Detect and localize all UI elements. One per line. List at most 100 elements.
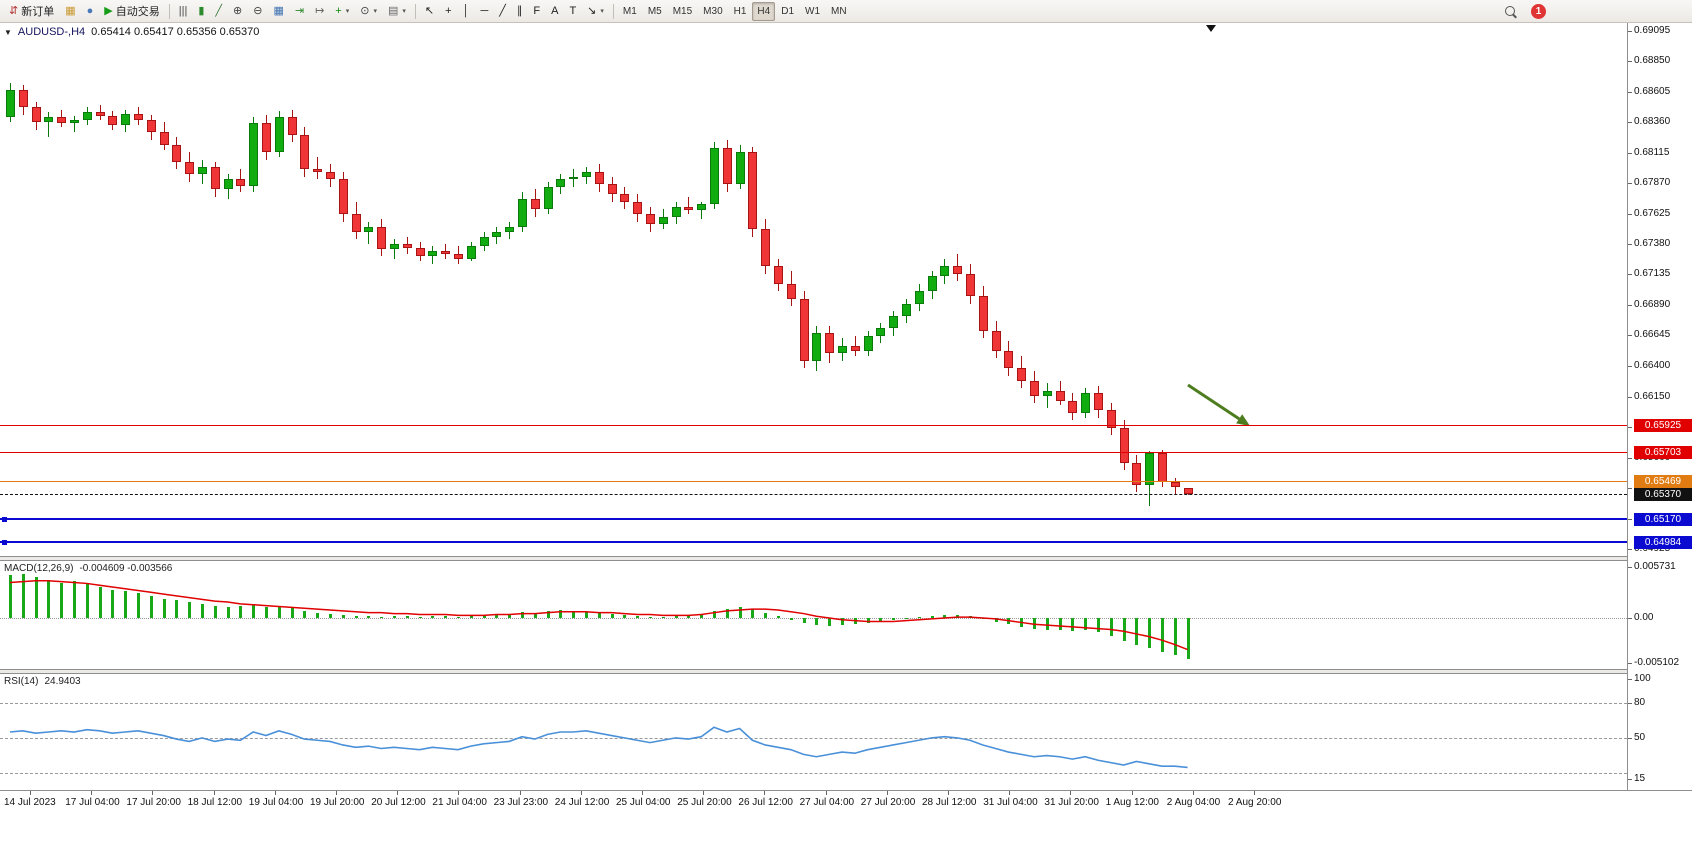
price-tick-label: 0.66645 xyxy=(1634,329,1671,341)
symbol-dropdown-icon[interactable]: ▼ xyxy=(4,27,12,37)
line-chart-icon: ╱ xyxy=(215,4,223,17)
fibonacci-button[interactable]: F xyxy=(528,2,545,21)
price-tick-mark xyxy=(1628,488,1632,490)
chart-shift-marker[interactable] xyxy=(1206,25,1216,32)
horizontal-line-object[interactable] xyxy=(0,493,1627,495)
candles-button[interactable]: ▮ xyxy=(193,2,209,21)
macd-histogram-bar xyxy=(341,615,345,618)
candle-body xyxy=(1145,452,1155,485)
macd-histogram-bar xyxy=(917,617,921,618)
horizontal-line-object[interactable] xyxy=(0,481,1627,483)
macd-histogram-bar xyxy=(495,614,499,618)
timeframe-m1[interactable]: M1 xyxy=(618,2,642,21)
macd-histogram-bar xyxy=(879,618,883,622)
text-icon: A xyxy=(551,4,559,17)
timeframe-m30[interactable]: M30 xyxy=(698,2,727,21)
time-axis-tick xyxy=(764,791,766,795)
tile-windows-button[interactable]: ▦ xyxy=(268,2,288,21)
chart-shift-icon: ↦ xyxy=(315,4,325,17)
horizontal-line-object[interactable] xyxy=(0,452,1627,454)
candle-body xyxy=(172,144,182,162)
rsi-pane[interactable]: RSI(14) 24.9403 xyxy=(0,674,1627,790)
templates-button[interactable]: ▤ ▾ xyxy=(383,2,411,21)
macd-histogram-bar xyxy=(853,618,857,625)
time-axis[interactable]: 14 Jul 2023 17 Jul 04:00 17 Jul 20:00 18 Ju… xyxy=(0,790,1692,812)
zoom-in-button[interactable]: ⊕ xyxy=(228,2,247,21)
timeframe-w1[interactable]: W1 xyxy=(800,2,825,21)
indicators-button[interactable]: + ▾ xyxy=(330,2,354,21)
pane-splitter[interactable] xyxy=(0,556,1692,561)
notification-badge[interactable]: 1 xyxy=(1531,4,1546,19)
candle-body xyxy=(838,345,847,354)
candle-body xyxy=(1158,452,1167,483)
search-icon[interactable] xyxy=(1505,5,1517,18)
price-tick-mark xyxy=(1628,427,1632,429)
horizontal-line-button[interactable]: ─ xyxy=(475,2,493,21)
chart-window-button[interactable]: ▦ xyxy=(60,2,80,21)
price-scale[interactable]: 0.69095 0.68850 0.68605 0.68360 0.68115 0.678… xyxy=(1627,23,1692,790)
profiles-button[interactable]: ● xyxy=(82,2,99,21)
candle-body xyxy=(377,226,387,249)
zoom-out-button[interactable]: ⊖ xyxy=(248,2,267,21)
label-button[interactable]: T xyxy=(564,2,581,21)
candle-body xyxy=(710,148,719,205)
price-tick-mark xyxy=(1628,335,1632,337)
vertical-line-button[interactable]: │ xyxy=(458,2,475,21)
timeframe-h1[interactable]: H1 xyxy=(729,2,752,21)
timeframe-d1[interactable]: D1 xyxy=(776,2,799,21)
line-chart-button[interactable]: ╱ xyxy=(210,2,227,21)
price-tag: 0.65925 xyxy=(1634,418,1692,432)
macd-histogram-bar xyxy=(316,612,320,618)
auto-scroll-button[interactable]: ⇥ xyxy=(290,2,309,21)
rsi-indicator-label: RSI(14) 24.9403 xyxy=(4,676,81,687)
timeframe-m5[interactable]: M5 xyxy=(643,2,667,21)
tools-group: ↖ + │ ─ ╱ ∥ F A T ↘ ▾ xyxy=(420,2,609,21)
time-axis-label: 2 Aug 20:00 xyxy=(1228,797,1282,808)
chart-shift-button[interactable]: ↦ xyxy=(310,2,329,21)
rsi-tick-mark xyxy=(1628,779,1632,781)
bars-button[interactable]: ||| xyxy=(174,2,193,21)
candle-body xyxy=(594,171,604,185)
candle-body xyxy=(415,247,425,257)
text-button[interactable]: A xyxy=(546,2,563,21)
candle-body xyxy=(902,303,911,317)
line-handle[interactable] xyxy=(2,516,7,522)
horizontal-line-object[interactable] xyxy=(0,540,1627,543)
chart-ohlc-values: 0.65414 0.65417 0.65356 0.65370 xyxy=(91,26,260,38)
rsi-axis-label: 15 xyxy=(1634,773,1646,785)
macd-histogram-bar xyxy=(789,618,793,620)
pane-splitter[interactable] xyxy=(0,669,1692,674)
candle-body xyxy=(210,166,220,190)
time-axis-tick xyxy=(397,791,399,795)
time-axis-label: 25 Jul 20:00 xyxy=(677,797,732,808)
macd-histogram-bar xyxy=(521,611,524,618)
timeframe-mn[interactable]: MN xyxy=(826,2,852,21)
trendline-button[interactable]: ╱ xyxy=(494,2,511,21)
time-axis-label: 17 Jul 04:00 xyxy=(65,797,120,808)
macd-axis-label: 0.005731 xyxy=(1634,561,1676,573)
crosshair-button[interactable]: + xyxy=(440,2,456,21)
macd-pane[interactable]: MACD(12,26,9) -0.004609 -0.003566 xyxy=(0,561,1627,669)
channel-button[interactable]: ∥ xyxy=(512,2,528,21)
macd-zero-line xyxy=(0,618,1627,619)
vertical-line-icon: │ xyxy=(462,4,470,17)
macd-histogram-bar xyxy=(1161,618,1164,652)
timeframe-h4[interactable]: H4 xyxy=(752,1,776,21)
macd-histogram-bar xyxy=(956,615,960,618)
time-axis-label: 20 Jul 12:00 xyxy=(371,797,426,808)
macd-histogram-bar xyxy=(828,618,832,626)
timeframe-m15[interactable]: M15 xyxy=(668,2,697,21)
arrows-button[interactable]: ↘ ▾ xyxy=(582,2,609,21)
macd-histogram-bar xyxy=(1097,618,1100,633)
price-chart-pane[interactable]: ▼ AUDUSD-,H4 0.65414 0.65417 0.65356 0.6… xyxy=(0,23,1627,556)
new-order-button[interactable]: ⇵ 新订单 xyxy=(4,2,59,21)
candle-body xyxy=(6,89,15,118)
macd-histogram-bar xyxy=(930,616,934,618)
periods-button[interactable]: ⊙ ▾ xyxy=(355,2,382,21)
macd-histogram-bar xyxy=(1045,618,1049,630)
line-handle[interactable] xyxy=(2,539,7,545)
horizontal-line-object[interactable] xyxy=(0,424,1627,426)
horizontal-line-object[interactable] xyxy=(0,517,1627,520)
cursor-button[interactable]: ↖ xyxy=(420,2,439,21)
autotrading-button[interactable]: ▶ 自动交易 xyxy=(99,2,164,21)
